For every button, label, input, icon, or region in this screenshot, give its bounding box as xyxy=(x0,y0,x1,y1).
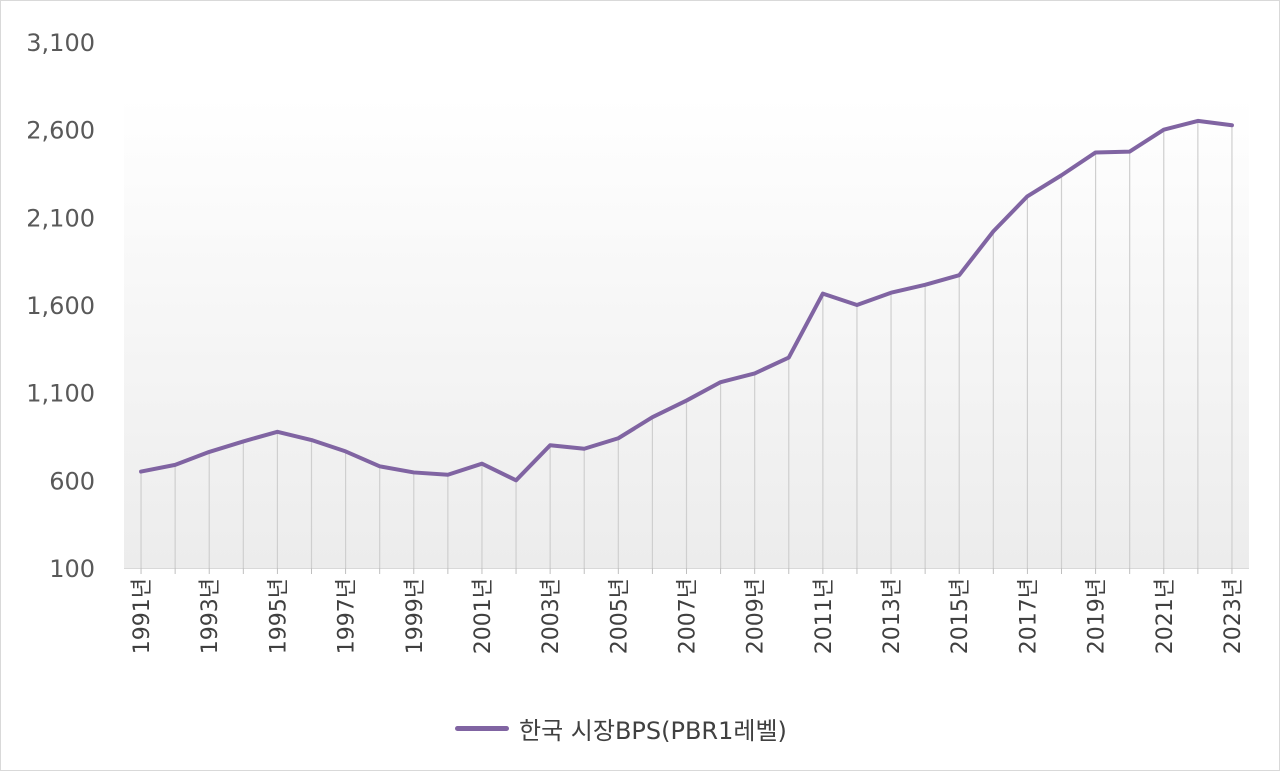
legend-swatch xyxy=(455,725,509,731)
x-tick-label: 2023년 xyxy=(1221,578,1246,654)
x-tick-label: 1991년 xyxy=(130,578,155,654)
y-tick-label: 1,100 xyxy=(26,380,95,408)
y-tick-label: 100 xyxy=(49,555,95,583)
legend: 한국 시장BPS(PBR1레벨) xyxy=(455,708,787,748)
y-tick-label: 1,600 xyxy=(26,292,95,320)
x-tick-label: 2003년 xyxy=(539,578,564,654)
y-tick-label: 600 xyxy=(49,467,95,495)
x-tick-label: 2009년 xyxy=(744,578,769,654)
x-tick-label: 2011년 xyxy=(812,578,837,654)
y-tick-label: 2,100 xyxy=(26,204,95,232)
x-tick-label: 1995년 xyxy=(266,578,291,654)
legend-label: 한국 시장BPS(PBR1레벨) xyxy=(519,716,787,745)
x-tick-label: 1999년 xyxy=(403,578,428,654)
x-tick-label: 2015년 xyxy=(948,578,973,654)
series-line xyxy=(139,118,1234,483)
x-tick-label: 2007년 xyxy=(676,578,701,654)
x-tick-label: 1993년 xyxy=(198,578,223,654)
x-tick-label: 2013년 xyxy=(880,578,905,654)
y-tick-label: 3,100 xyxy=(26,29,95,57)
x-tick-label: 2019년 xyxy=(1085,578,1110,654)
y-tick-label: 2,600 xyxy=(26,117,95,145)
x-tick-label: 2017년 xyxy=(1016,578,1041,654)
x-tick-label: 2001년 xyxy=(471,578,496,654)
x-tick-label: 2021년 xyxy=(1153,578,1178,654)
x-tick-label: 2005년 xyxy=(607,578,632,654)
x-tick-label: 1997년 xyxy=(335,578,360,654)
